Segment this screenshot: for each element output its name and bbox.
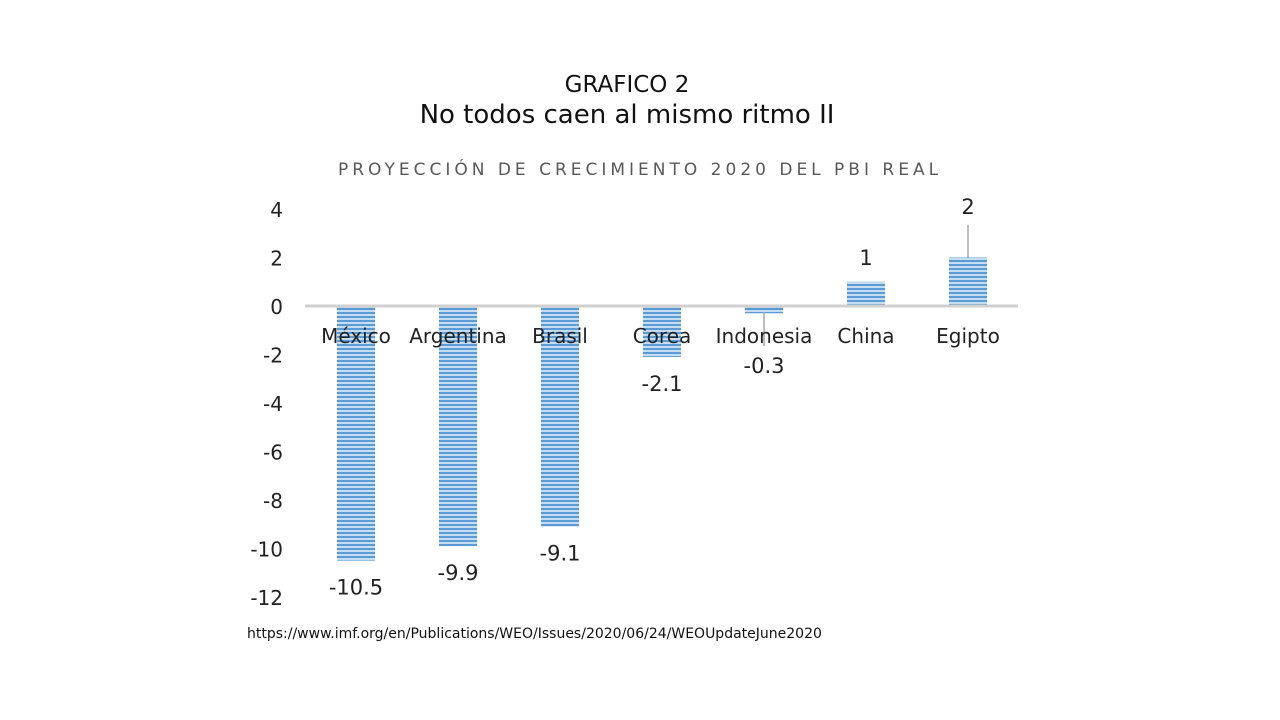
- y-tick-label: 0: [270, 295, 283, 319]
- category-label: Argentina: [409, 324, 507, 348]
- bar: [643, 306, 681, 357]
- y-tick-label: -8: [263, 489, 283, 513]
- bar: [745, 306, 783, 314]
- data-label: -0.3: [744, 354, 785, 378]
- chart-title: PROYECCIÓN DE CRECIMIENTO 2020 DEL PBI R…: [338, 158, 942, 180]
- category-label: China: [837, 324, 894, 348]
- category-label: Brasil: [532, 324, 588, 348]
- data-label: -9.9: [438, 561, 479, 585]
- data-label: -2.1: [642, 372, 683, 396]
- y-tick-label: 4: [270, 198, 283, 222]
- y-tick-label: -6: [263, 441, 283, 465]
- data-label: 1: [859, 246, 872, 270]
- data-label: -9.1: [540, 542, 581, 566]
- bar: [949, 257, 987, 306]
- category-label: Indonesia: [716, 324, 813, 348]
- category-label: Corea: [633, 324, 692, 348]
- bar: [541, 306, 579, 527]
- bar: [439, 306, 477, 547]
- y-tick-label: -10: [250, 538, 283, 562]
- bar: [847, 281, 885, 306]
- y-tick-label: -12: [250, 586, 283, 610]
- y-tick-label: -4: [263, 392, 283, 416]
- category-label: México: [321, 324, 391, 348]
- chart-subheading: No todos caen al mismo ritmo II: [419, 100, 835, 130]
- y-tick-label: -2: [263, 344, 283, 368]
- y-tick-label: 2: [270, 247, 283, 271]
- data-label: 2: [961, 195, 974, 219]
- source-link[interactable]: https://www.imf.org/en/Publications/WEO/…: [247, 626, 822, 642]
- data-label: -10.5: [329, 576, 383, 600]
- category-label: Egipto: [936, 324, 1000, 348]
- bar: [337, 306, 375, 561]
- chart-heading: GRAFICO 2: [564, 72, 690, 98]
